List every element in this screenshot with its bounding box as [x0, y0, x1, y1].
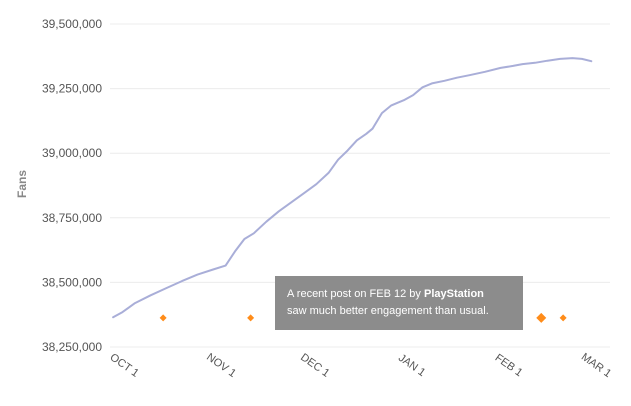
y-tick-label: 38,250,000 [42, 340, 102, 354]
y-tick-label: 39,000,000 [42, 146, 102, 160]
x-tick-label: MAR 1 [579, 351, 613, 380]
annotation-suffix: saw much better engagement than usual. [287, 305, 489, 317]
fans-series-line [112, 57, 593, 319]
event-marker [247, 314, 255, 322]
x-tick-label: OCT 1 [108, 351, 141, 379]
x-axis-ticks: OCT 1 NOV 1 DEC 1 JAN 1 FEB 1 MAR 1 [108, 351, 614, 380]
x-tick-label: NOV 1 [204, 351, 238, 380]
annotation-prefix: A recent post on FEB 12 by [287, 288, 421, 300]
engagement-annotation: A recent post on FEB 12 by PlayStation s… [275, 276, 523, 330]
y-tick-label: 39,500,000 [42, 17, 102, 31]
y-tick-label: 39,250,000 [42, 82, 102, 96]
x-tick-label: DEC 1 [298, 351, 331, 379]
event-marker [536, 312, 547, 323]
y-tick-label: 38,750,000 [42, 211, 102, 225]
y-axis-label: Fans [15, 170, 29, 198]
event-markers [159, 312, 567, 323]
event-marker [159, 314, 167, 322]
series-layer [112, 57, 593, 319]
y-tick-label: 38,500,000 [42, 275, 102, 289]
annotation-brand: PlayStation [423, 288, 484, 300]
x-tick-label: FEB 1 [493, 352, 525, 379]
y-axis-ticks: 39,500,000 39,250,000 39,000,000 38,750,000… [42, 17, 102, 354]
x-tick-label: JAN 1 [396, 352, 427, 379]
event-marker [559, 314, 567, 322]
